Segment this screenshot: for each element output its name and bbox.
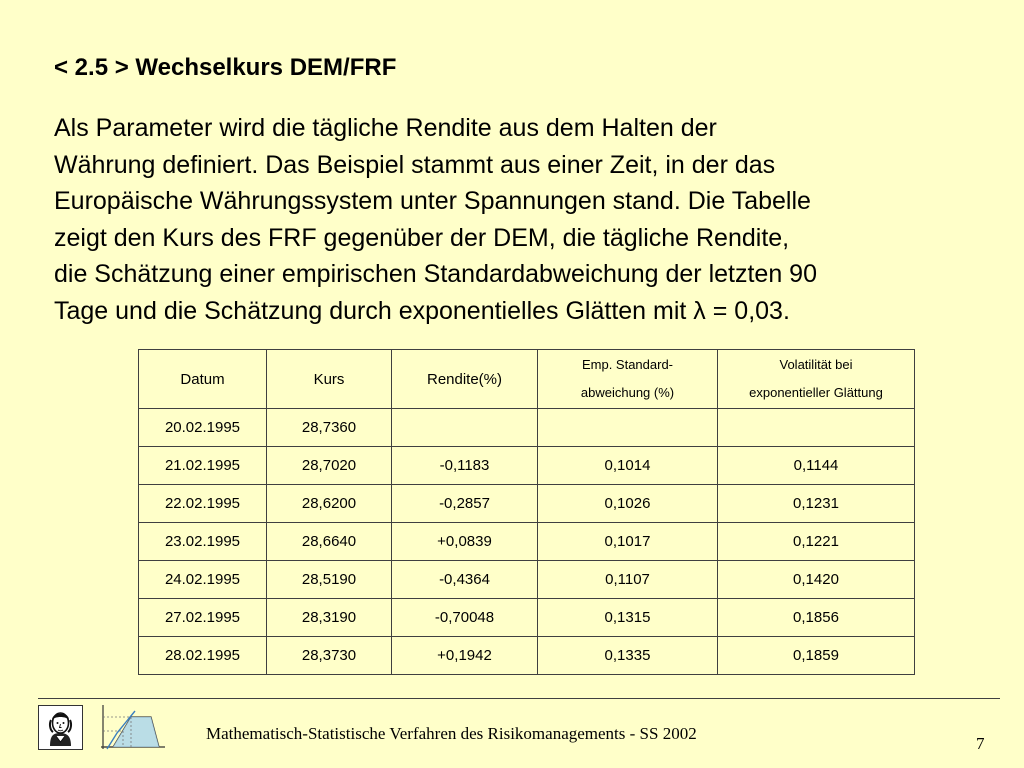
cell-datum: 24.02.1995 <box>138 560 267 599</box>
table-row: 22.02.1995 28,6200 -0,2857 0,1026 0,1231 <box>138 484 915 523</box>
body-line: zeigt den Kurs des FRF gegenüber der DEM… <box>54 223 790 252</box>
cell-rendite: -0,2857 <box>391 484 538 523</box>
table-row: 23.02.1995 28,6640 +0,0839 0,1017 0,1221 <box>138 522 915 561</box>
goethe-portrait-icon <box>38 705 83 750</box>
cell-emp-std: 0,1315 <box>537 598 718 637</box>
header-volatility: Volatilität bei exponentieller Glättung <box>717 349 915 409</box>
cell-volatility: 0,1221 <box>717 522 915 561</box>
header-datum: Datum <box>138 349 267 409</box>
cell-kurs: 28,6200 <box>266 484 392 523</box>
footer-text: Mathematisch-Statistische Verfahren des … <box>206 724 697 743</box>
cell-datum: 20.02.1995 <box>138 408 267 447</box>
body-line: Als Parameter wird die tägliche Rendite … <box>54 114 717 142</box>
cell-rendite: +0,0839 <box>391 522 538 561</box>
body-line: Europäische Währungssystem unter Spannun… <box>54 187 811 215</box>
exchange-rate-table: Datum Kurs Rendite(%) Emp. Standard-abwe… <box>138 349 915 675</box>
cell-emp-std: 0,1026 <box>537 484 718 523</box>
cell-kurs: 28,6640 <box>266 522 392 561</box>
cell-emp-std: 0,1107 <box>537 560 718 599</box>
cell-volatility: 0,1144 <box>717 446 915 485</box>
cell-emp-std: 0,1335 <box>537 636 718 675</box>
cell-emp-std: 0,1017 <box>537 522 718 561</box>
cell-rendite: +0,1942 <box>391 636 538 675</box>
distribution-chart-icon <box>95 703 167 751</box>
cell-volatility <box>717 408 915 447</box>
cell-datum: 27.02.1995 <box>138 598 267 637</box>
cell-volatility: 0,1231 <box>717 484 915 523</box>
cell-rendite: -0,4364 <box>391 560 538 599</box>
header-rendite: Rendite(%) <box>391 349 538 409</box>
cell-rendite <box>391 408 538 447</box>
table-row: 20.02.1995 28,7360 <box>138 408 915 447</box>
cell-volatility: 0,1420 <box>717 560 915 599</box>
cell-emp-std: 0,1014 <box>537 446 718 485</box>
cell-datum: 21.02.1995 <box>138 446 267 485</box>
page-number: 7 <box>976 734 985 753</box>
cell-datum: 28.02.1995 <box>138 636 267 675</box>
cell-datum: 23.02.1995 <box>138 522 267 561</box>
table-row: 27.02.1995 28,3190 -0,70048 0,1315 0,185… <box>138 598 915 637</box>
cell-kurs: 28,7020 <box>266 446 392 485</box>
table-header-row: Datum Kurs Rendite(%) Emp. Standard-abwe… <box>138 349 915 409</box>
cell-rendite: -0,70048 <box>391 598 538 637</box>
cell-volatility: 0,1859 <box>717 636 915 675</box>
cell-datum: 22.02.1995 <box>138 484 267 523</box>
table-row: 28.02.1995 28,3730 +0,1942 0,1335 0,1859 <box>138 636 915 675</box>
slide-title: < 2.5 > Wechselkurs DEM/FRF <box>54 54 397 81</box>
cell-volatility: 0,1856 <box>717 598 915 637</box>
header-kurs: Kurs <box>266 349 392 409</box>
body-line: Tage und die Schätzung durch exponentiel… <box>54 296 790 325</box>
body-line: Währung definiert. Das Beispiel stammt a… <box>54 150 776 179</box>
cell-rendite: -0,1183 <box>391 446 538 485</box>
header-emp-std: Emp. Standard-abweichung (%) <box>537 349 718 409</box>
cell-kurs: 28,3730 <box>266 636 392 675</box>
slide-body: Als Parameter wird die tägliche Rendite … <box>54 110 1014 329</box>
cell-emp-std <box>537 408 718 447</box>
cell-kurs: 28,3190 <box>266 598 392 637</box>
cell-kurs: 28,5190 <box>266 560 392 599</box>
table-row: 24.02.1995 28,5190 -0,4364 0,1107 0,1420 <box>138 560 915 599</box>
footer-divider <box>38 698 1000 699</box>
body-line: die Schätzung einer empirischen Standard… <box>54 260 817 288</box>
cell-kurs: 28,7360 <box>266 408 392 447</box>
table-row: 21.02.1995 28,7020 -0,1183 0,1014 0,1144 <box>138 446 915 485</box>
